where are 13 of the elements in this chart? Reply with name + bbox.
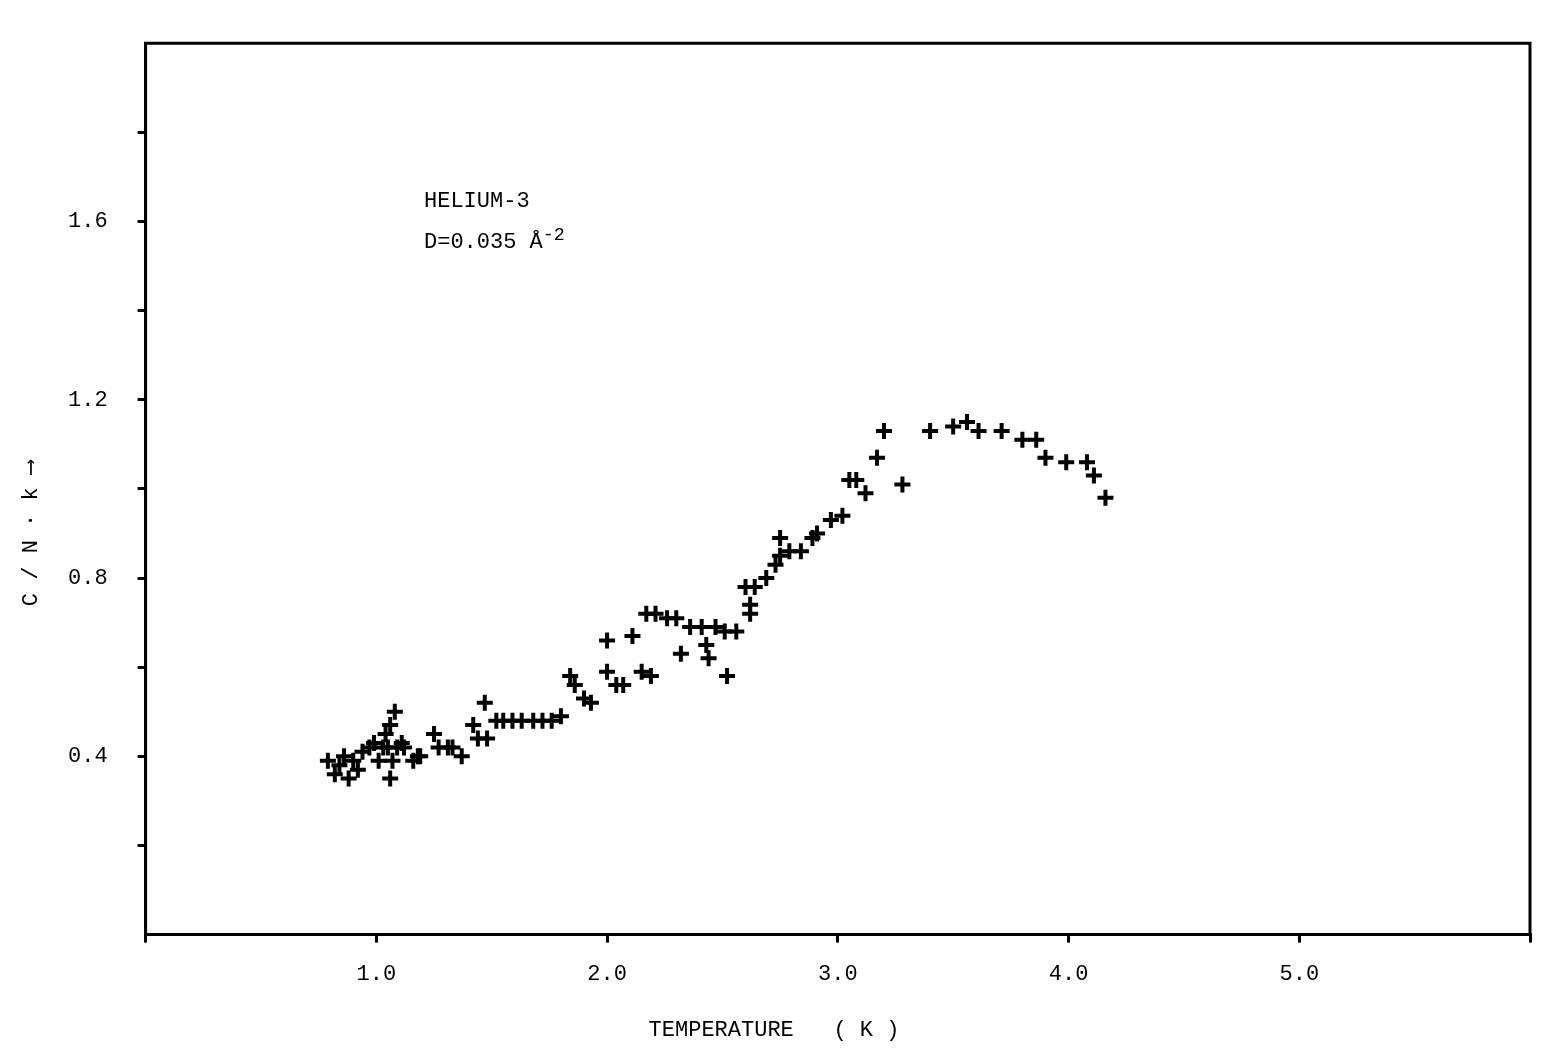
y-tick-label: 1.6 xyxy=(68,209,108,235)
annotation: HELIUM-3 xyxy=(424,188,531,216)
y-axis-title: C / N · k ⟶ xyxy=(17,458,44,609)
x-tick-label: 2.0 xyxy=(587,961,627,987)
x-axis-title: TEMPERATURE ( K ) xyxy=(647,1018,901,1043)
annotation: D=0.035 Å$^{-2}$ xyxy=(424,224,565,258)
x-tick-label: 5.0 xyxy=(1279,961,1320,987)
y-tick-label: 1.2 xyxy=(68,387,108,413)
x-tick-label: 1.0 xyxy=(356,961,397,987)
y-tick-label: 0.8 xyxy=(68,565,108,591)
x-tick-label: 3.0 xyxy=(818,961,858,987)
x-tick-label: 4.0 xyxy=(1048,961,1089,987)
y-tick-label: 0.4 xyxy=(68,744,108,770)
